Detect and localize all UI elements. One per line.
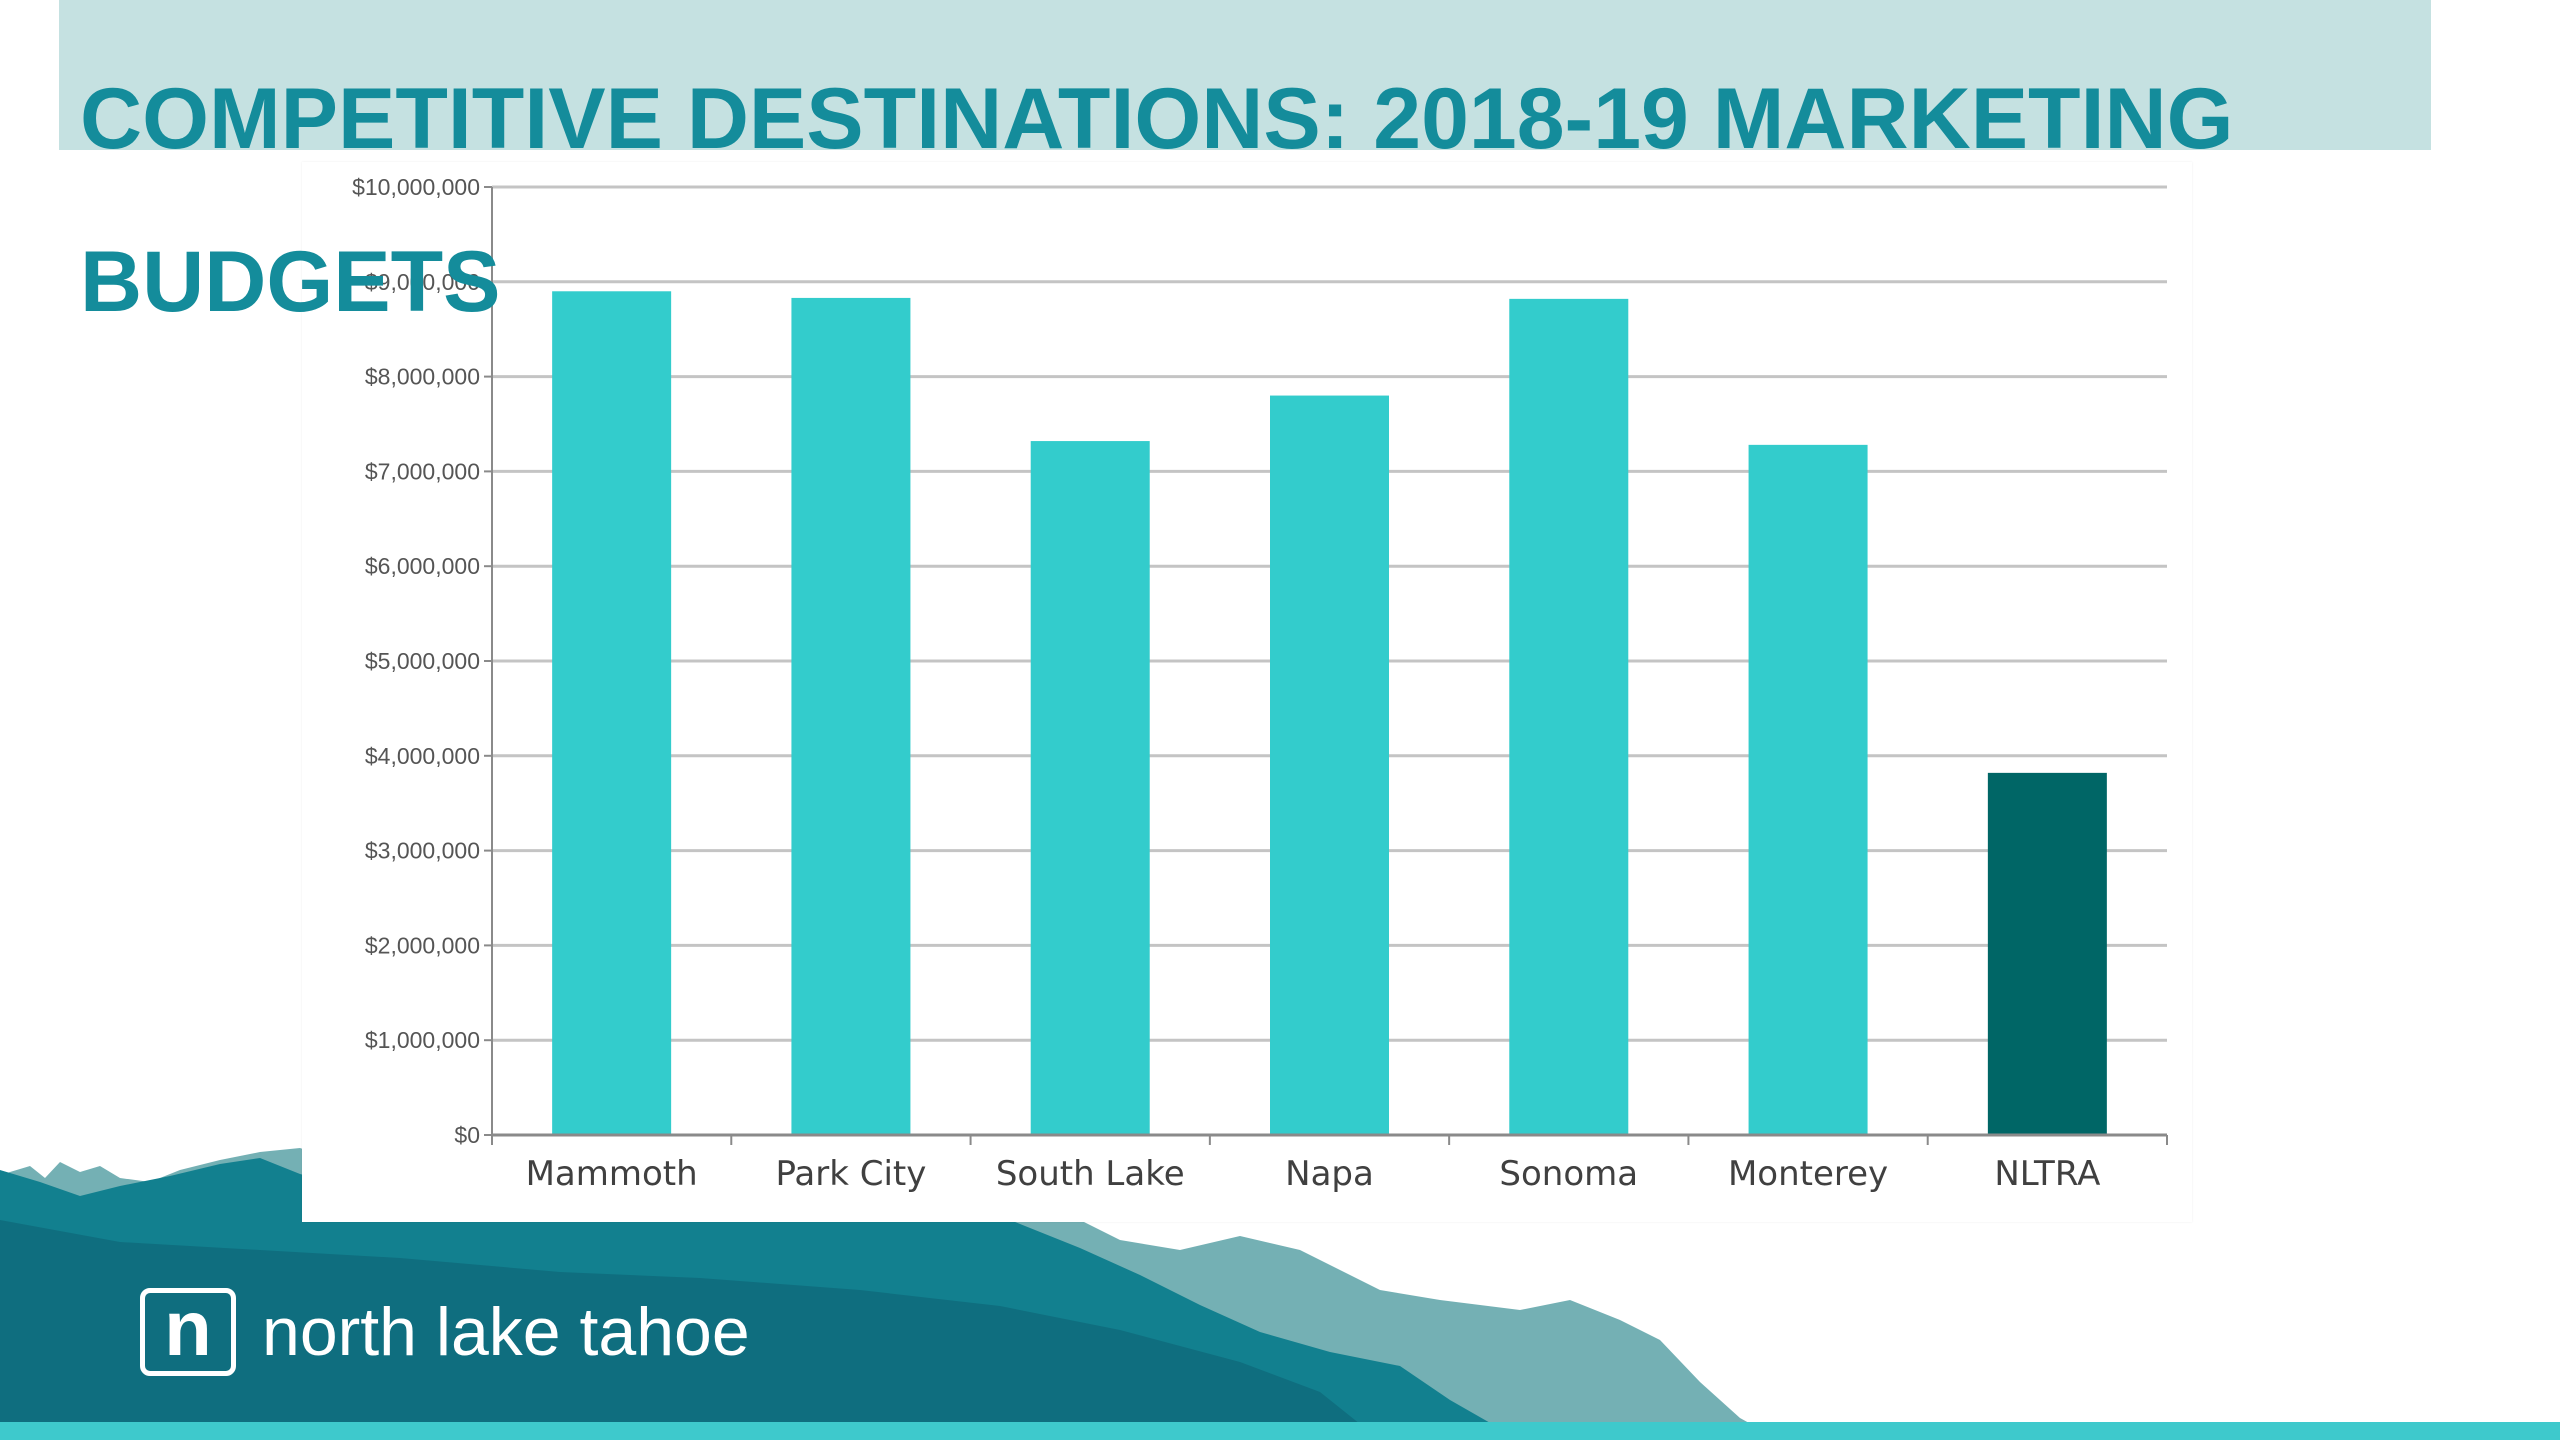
bar (1270, 395, 1389, 1135)
y-tick-label: $10,000,000 (352, 174, 480, 200)
logo-n-icon: n (140, 1288, 236, 1376)
brand-logo: n north lake tahoe (140, 1282, 750, 1382)
mountain-dark-ridge (0, 1220, 1380, 1440)
bar (791, 297, 911, 1135)
title-band (59, 0, 2431, 150)
x-tick-label: NLTRA (1994, 1154, 2100, 1194)
y-tick-label: $2,000,000 (365, 932, 480, 958)
y-tick-label: $1,000,000 (365, 1027, 480, 1053)
y-tick-label: $7,000,000 (365, 458, 480, 484)
x-tick-label: Napa (1285, 1154, 1374, 1194)
x-tick-label: Sonoma (1499, 1154, 1638, 1194)
slide-title: COMPETITIVE DESTINATIONS: 2018-19 MARKET… (80, 71, 2234, 330)
bar (1748, 444, 1868, 1136)
bar-chart: $0 $1,000,000 $2,000,000 $3,000,000 $4,000,0… (352, 174, 2168, 1194)
bar (1030, 441, 1150, 1136)
x-tick-label: Monterey (1728, 1154, 1888, 1194)
y-tick-label: $6,000,000 (365, 553, 480, 579)
brand-name: north lake tahoe (262, 1294, 750, 1370)
y-tick-label: $4,000,000 (365, 743, 480, 769)
x-tick-label: Mammoth (526, 1154, 698, 1194)
y-tick-label: $0 (454, 1122, 480, 1148)
bar (1987, 772, 2107, 1135)
y-tick-label: $3,000,000 (365, 838, 480, 864)
y-tick-label: $9,000,000 (365, 269, 480, 295)
bar (552, 291, 672, 1135)
bottom-accent-strip (0, 1422, 2560, 1440)
x-tick-label: Park City (775, 1154, 926, 1194)
y-tick-label: $8,000,000 (365, 364, 480, 390)
y-tick-label: $5,000,000 (365, 648, 480, 674)
x-tick-label: South Lake (996, 1154, 1185, 1194)
chart-area: $0 $1,000,000 $2,000,000 $3,000,000 $4,000,0… (302, 162, 2192, 1222)
bar (1509, 298, 1629, 1135)
